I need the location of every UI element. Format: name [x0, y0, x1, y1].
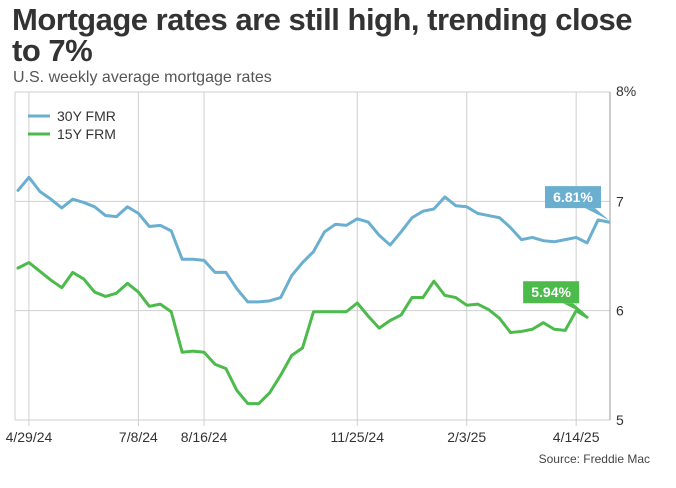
x-tick-label: 4/14/25 — [553, 429, 600, 445]
x-tick-label: 7/8/24 — [119, 429, 158, 445]
end-label-pointer — [585, 208, 609, 221]
end-label-box — [523, 281, 580, 304]
chart-title: Mortgage rates are still high, trending … — [12, 2, 633, 68]
x-tick-label: 4/29/24 — [6, 429, 53, 445]
legend-label: 30Y FMR — [57, 108, 116, 124]
axes: 8% 7 6 5 4/29/24 7/8/24 8/16/24 11/25/24 2/3/25 4… — [6, 83, 637, 445]
series-line-30y-fmr — [16, 175, 611, 304]
end-label-text: 6.81% — [553, 189, 593, 205]
end-callouts: 6.81% 5.94% — [523, 186, 609, 316]
x-tick-label: 2/3/25 — [447, 429, 486, 445]
legend-label: 15Y FRM — [57, 126, 116, 142]
source-note: Source: Freddie Mac — [538, 452, 650, 466]
y-tick-label: 5 — [616, 412, 624, 428]
x-tick-label: 11/25/24 — [331, 429, 385, 445]
x-tick-label: 8/16/24 — [181, 429, 228, 445]
series-line-15y-frm — [16, 261, 589, 406]
legend: 30Y FMR 15Y FRM — [28, 108, 116, 142]
y-tick-label: 8% — [616, 83, 636, 99]
y-tick-label: 7 — [616, 193, 624, 209]
y-tick-label: 6 — [616, 303, 624, 319]
series-lines — [16, 175, 611, 406]
end-label-text: 5.94% — [531, 284, 571, 300]
chart-subtitle: U.S. weekly average mortgage rates — [13, 69, 272, 86]
end-label-box — [545, 186, 601, 209]
end-label-pointer — [563, 303, 588, 316]
